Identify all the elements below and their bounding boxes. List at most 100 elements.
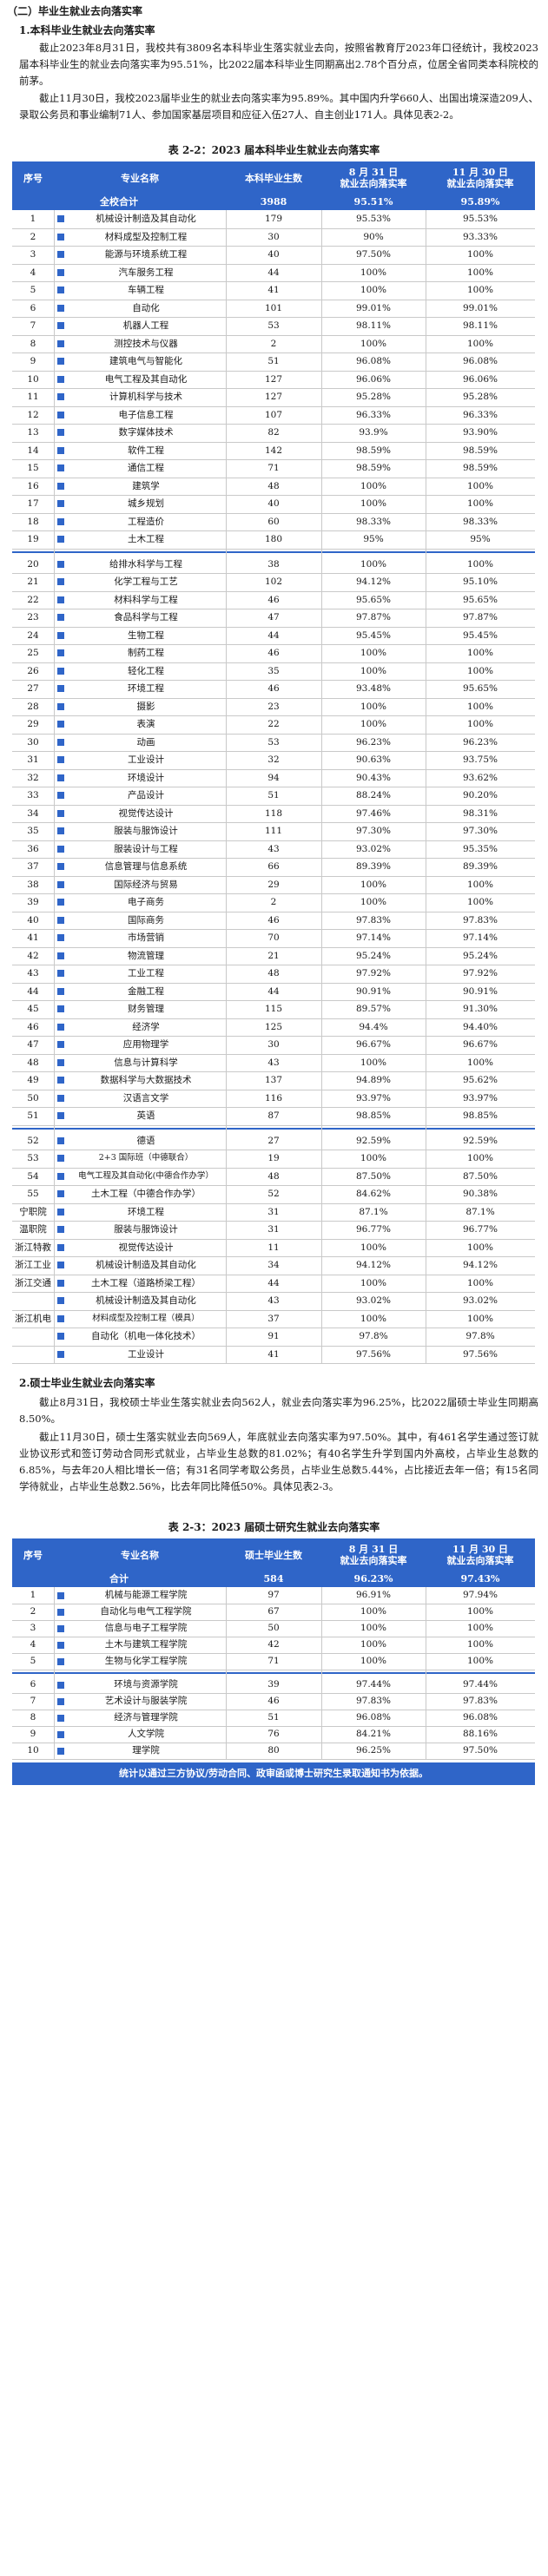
aug-rate: 89.57% — [355, 1004, 392, 1014]
major-name: 信息管理与信息系统 — [104, 861, 188, 872]
row-number: 2 — [30, 1606, 36, 1617]
aug-rate: 90.63% — [355, 754, 392, 765]
aug-rate: 96.25% — [355, 1745, 392, 1756]
nov-rate: 97.44% — [462, 1679, 498, 1690]
graduate-count: 180 — [264, 534, 283, 544]
table-row: 26 轻化工程 35 100% 100% — [12, 662, 535, 681]
row-number: 41 — [27, 932, 39, 943]
bullet-square-icon — [57, 916, 64, 924]
major-name: 金融工程 — [128, 985, 164, 997]
bullet-square-icon — [57, 809, 64, 817]
table-row: 40 国际商务 46 97.83% 97.83% — [12, 912, 535, 930]
major-name: 市场营销 — [128, 932, 164, 943]
table-row: 8 测控技术与仪器 2 100% 100% — [12, 335, 535, 353]
bullet-square-icon — [57, 268, 64, 276]
aug-rate: 95.53% — [355, 214, 392, 224]
bullet-square-icon — [57, 464, 64, 471]
graduate-count: 30 — [267, 231, 280, 242]
graduate-count: 179 — [264, 214, 283, 224]
row-number: 26 — [27, 665, 39, 676]
graduate-count: 142 — [264, 445, 283, 456]
aug-rate: 97.92% — [355, 968, 392, 978]
major-name: 材料成型及控制工程 — [104, 231, 188, 242]
row-number: 浙江工业 — [15, 1260, 51, 1270]
graduate-count: 87 — [267, 1110, 280, 1121]
graduate-count: 34 — [267, 1260, 280, 1270]
bullet-square-icon — [57, 339, 64, 347]
nov-rate: 93.02% — [462, 1295, 498, 1306]
row-number: 9 — [30, 1729, 36, 1739]
row-number: 25 — [27, 648, 39, 658]
table-row: 4 汽车服务工程 44 100% 100% — [12, 264, 535, 282]
row-number: 15 — [27, 463, 39, 473]
graduate-count: 71 — [267, 463, 280, 473]
aug-rate: 96.91% — [355, 1590, 392, 1600]
major-name: 土木与建筑工程学院 — [104, 1639, 188, 1650]
header-nov: 11 月 30 日 就业去向落实率 — [446, 167, 514, 189]
column-divider — [321, 1587, 322, 1759]
total-aug-rate: 96.23% — [353, 1573, 393, 1584]
graduate-count: 21 — [267, 950, 280, 961]
major-name: 电子商务 — [128, 897, 164, 907]
graduate-count: 43 — [267, 843, 280, 854]
aug-rate: 97.14% — [355, 932, 392, 943]
bullet-square-icon — [57, 1112, 64, 1119]
bullet-square-icon — [57, 500, 64, 507]
graduate-count: 41 — [267, 285, 280, 295]
aug-rate: 100% — [360, 285, 387, 295]
major-name: 工程造价 — [128, 516, 164, 527]
header-aug: 8 月 31 日 就业去向落实率 — [340, 1544, 407, 1566]
aug-rate: 93.48% — [355, 683, 392, 694]
graduate-count: 66 — [267, 861, 280, 872]
graduate-count: 91 — [267, 1331, 280, 1341]
bullet-square-icon — [57, 1041, 64, 1048]
table-row: 37 信息管理与信息系统 66 89.39% 89.39% — [12, 858, 535, 877]
nov-rate: 100% — [466, 648, 494, 658]
bullet-square-icon — [57, 1190, 64, 1197]
nov-rate: 95.28% — [462, 392, 498, 402]
aug-rate: 94.12% — [355, 1260, 392, 1270]
row-number: 33 — [27, 790, 39, 800]
major-name: 汉语言文学 — [122, 1092, 169, 1104]
nov-rate: 95.65% — [462, 594, 498, 605]
nov-rate: 100% — [466, 1057, 494, 1068]
nov-rate: 90.20% — [462, 790, 498, 800]
aug-rate: 100% — [360, 1153, 387, 1163]
major-name: 数字媒体技术 — [118, 427, 174, 438]
nov-rate: 100% — [466, 558, 494, 570]
row-number: 27 — [27, 683, 39, 694]
column-divider — [226, 1587, 227, 1759]
bullet-square-icon — [57, 1333, 64, 1340]
table-row: 53 2+3 国际班（中德联合） 19 100% 100% — [12, 1150, 535, 1169]
paragraph-undergrad-aug: 截止2023年8月31日，我校共有3809名本科毕业生落实就业去向，按照省教育厅… — [19, 42, 538, 87]
bullet-square-icon — [57, 358, 64, 365]
bullet-square-icon — [57, 649, 64, 656]
bullet-square-icon — [57, 1262, 64, 1268]
graduate-count: 60 — [267, 516, 280, 527]
nov-rate: 100% — [466, 338, 494, 349]
bullet-square-icon — [57, 987, 64, 995]
major-name: 服装与服饰设计 — [114, 826, 178, 836]
aug-rate: 93.97% — [355, 1092, 392, 1104]
nov-rate: 97.87% — [462, 612, 498, 623]
table-row: 3 能源与环境系统工程 40 97.50% 100% — [12, 246, 535, 265]
table-row: 1 机械与能源工程学院 97 96.91% 97.94% — [12, 1587, 535, 1604]
major-name: 工业设计 — [128, 1348, 164, 1360]
table-row: 39 电子商务 2 100% 100% — [12, 893, 535, 912]
row-number: 48 — [27, 1057, 39, 1068]
aug-rate: 100% — [360, 338, 387, 349]
nov-rate: 100% — [466, 665, 494, 676]
graduate-count: 40 — [267, 249, 280, 260]
nov-rate: 95.53% — [462, 214, 498, 224]
graduate-count: 71 — [267, 1656, 280, 1666]
major-name: 服装设计与工程 — [114, 843, 178, 854]
row-number: 宁职院 — [19, 1206, 47, 1217]
nov-rate: 94.12% — [462, 1260, 498, 1270]
table-row: 4 土木与建筑工程学院 42 100% 100% — [12, 1637, 535, 1654]
table-row: 35 服装与服饰设计 111 97.30% 97.30% — [12, 822, 535, 841]
graduate-count: 27 — [267, 1135, 280, 1146]
table-row: 6 自动化 101 99.01% 99.01% — [12, 300, 535, 318]
table-row: 27 环境工程 46 93.48% 95.65% — [12, 680, 535, 699]
column-divider — [321, 210, 322, 1363]
table-row: 30 动画 53 96.23% 96.23% — [12, 734, 535, 752]
